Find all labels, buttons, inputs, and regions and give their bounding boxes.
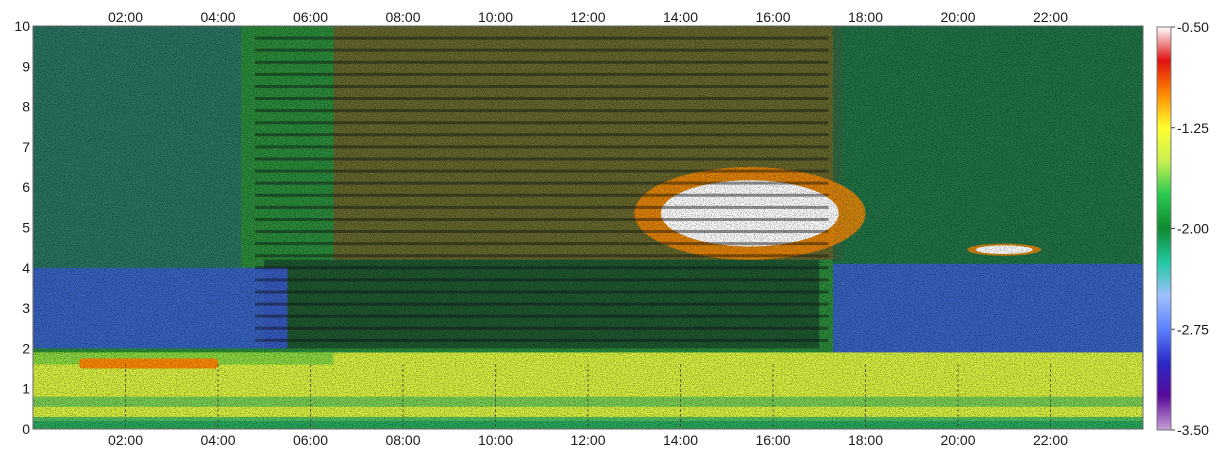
x-tick-label-top: 22:00 xyxy=(1033,9,1068,25)
x-tick-label-top: 16:00 xyxy=(755,9,790,25)
grid-lines xyxy=(125,364,1051,429)
x-tick-label-bottom: 12:00 xyxy=(570,432,605,448)
x-tick-label-bottom: 08:00 xyxy=(385,432,420,448)
x-axis-bottom: 02:00 04:00 06:00 08:00 10:00 12:00 14:00 16:00… xyxy=(108,432,1068,448)
x-tick-label-top: 18:00 xyxy=(848,9,883,25)
y-tick-label: 2 xyxy=(22,340,30,356)
stripe-artifacts xyxy=(255,36,829,342)
y-tick-label: 4 xyxy=(22,260,30,276)
noise-texture xyxy=(33,26,1143,429)
x-tick-label-bottom: 02:00 xyxy=(108,432,143,448)
colorbar-tick-label: -3.50 xyxy=(1177,422,1209,438)
x-tick-label-bottom: 18:00 xyxy=(848,432,883,448)
y-tick-label: 5 xyxy=(22,220,30,236)
x-tick-label-top: 12:00 xyxy=(570,9,605,25)
x-tick-label-bottom: 06:00 xyxy=(293,432,328,448)
y-tick-label: 1 xyxy=(22,381,30,397)
x-tick-label-top: 10:00 xyxy=(478,9,513,25)
x-tick-label-bottom: 16:00 xyxy=(755,432,790,448)
colorbar-tick-label: -1.25 xyxy=(1177,120,1209,136)
x-tick-label-top: 20:00 xyxy=(940,9,975,25)
y-tick-label: 8 xyxy=(22,99,30,115)
x-tick-label-top: 14:00 xyxy=(663,9,698,25)
x-tick-label-top: 04:00 xyxy=(200,9,235,25)
colorbar-scale xyxy=(1156,26,1172,431)
y-tick-label: 3 xyxy=(22,300,30,316)
y-tick-label: 9 xyxy=(22,58,30,74)
x-tick-label-top: 06:00 xyxy=(293,9,328,25)
colorbar-tick-label: -2.00 xyxy=(1177,221,1209,237)
colorbar-tick-label: -0.50 xyxy=(1177,19,1209,35)
colorbar-ticks: -0.50 -1.25 -2.00 -2.75 -3.50 xyxy=(1171,19,1209,438)
x-tick-label-bottom: 22:00 xyxy=(1033,432,1068,448)
y-tick-label: 7 xyxy=(22,139,30,155)
x-axis-top: 02:00 04:00 06:00 08:00 10:00 12:00 14:00 16:00… xyxy=(108,9,1068,25)
y-axis: 0 1 2 3 4 5 6 7 8 9 10 xyxy=(14,18,30,437)
x-tick-label-top: 02:00 xyxy=(108,9,143,25)
x-tick-label-bottom: 10:00 xyxy=(478,432,513,448)
plot-frame xyxy=(32,25,1144,430)
colorbar: -0.50 -1.25 -2.00 -2.75 -3.50 xyxy=(1156,19,1209,438)
x-tick-label-bottom: 04:00 xyxy=(200,432,235,448)
x-tick-label-top: 08:00 xyxy=(385,9,420,25)
y-tick-label: 10 xyxy=(14,18,30,34)
plot-area xyxy=(32,25,1144,430)
y-tick-label: 6 xyxy=(22,179,30,195)
colorbar-tick-label: -2.75 xyxy=(1177,321,1209,337)
x-tick-label-bottom: 14:00 xyxy=(663,432,698,448)
y-tick-label: 0 xyxy=(22,421,30,437)
x-tick-label-bottom: 20:00 xyxy=(940,432,975,448)
